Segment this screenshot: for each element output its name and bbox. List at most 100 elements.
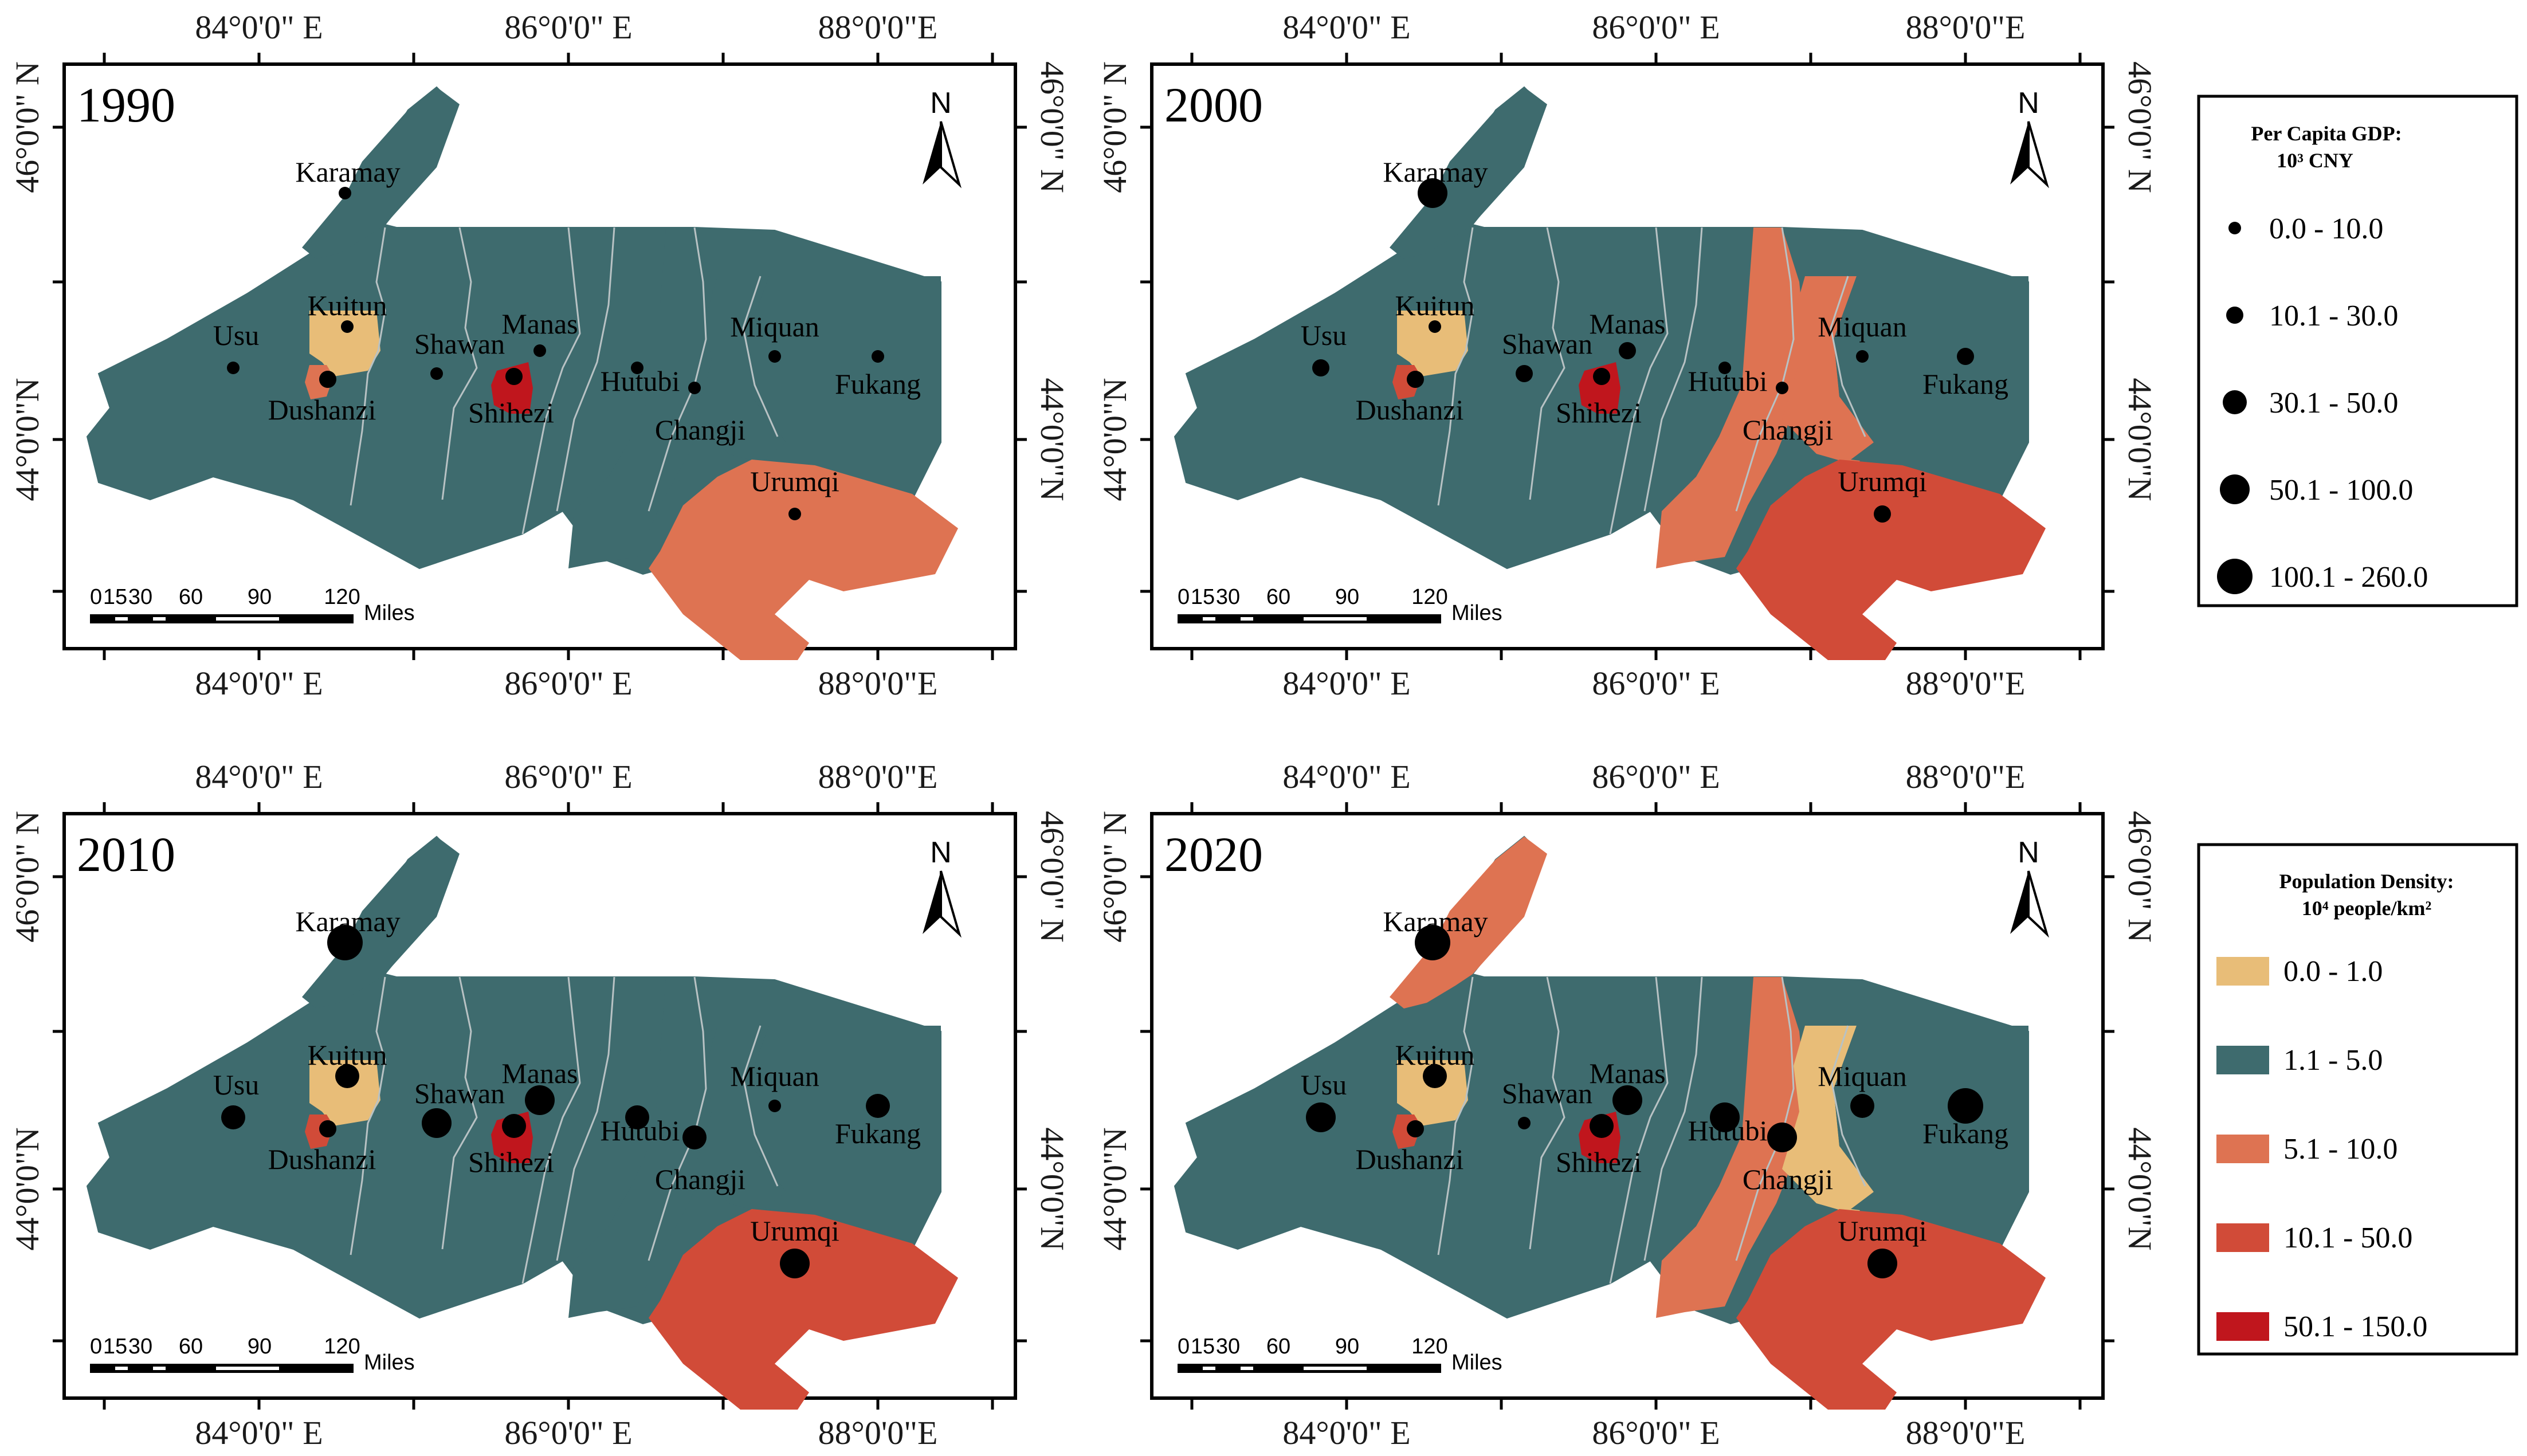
city-kuitun-marker <box>341 320 354 333</box>
county-boundary <box>1437 227 1474 506</box>
lon-label-top: 84°0'0" E <box>1282 758 1410 795</box>
county-boundary <box>521 227 581 535</box>
legend-pop-label: 50.1 - 150.0 <box>2283 1310 2427 1343</box>
city-urumqi-label: Urumqi <box>750 1215 839 1247</box>
city-manas-marker <box>1619 342 1636 359</box>
north-label: N <box>930 87 952 120</box>
legend-gdp-symbol <box>2220 474 2250 504</box>
city-miquan-marker <box>1856 350 1869 363</box>
legend-gdp-title: Per Capita GDP: <box>2251 122 2402 145</box>
city-hutubi-marker <box>625 1105 649 1129</box>
city-manas-label: Manas <box>1589 1057 1665 1089</box>
region-miquan <box>1782 276 1874 465</box>
city-dushanzi-marker <box>319 371 336 388</box>
lon-label-top: 84°0'0" E <box>195 9 323 46</box>
lon-label-bottom: 86°0'0" E <box>504 665 632 702</box>
north-arrow-right <box>2027 121 2049 189</box>
city-shihezi-label: Shihezi <box>1556 397 1642 429</box>
lat-label-right: 44°0'0"N <box>1034 1127 1071 1250</box>
region-karamay <box>1390 837 1547 1008</box>
lon-label-top: 86°0'0" E <box>1592 758 1720 795</box>
city-shawan-label: Shawan <box>1502 1077 1592 1109</box>
scale-tick: 0 <box>1178 1335 1190 1359</box>
city-dushanzi-label: Dushanzi <box>1356 394 1464 426</box>
graticule: 84°0'0" E 84°0'0" E 86°0'0" E 86°0'0" E 88°0… <box>1096 9 2159 702</box>
legend-pop-swatch <box>2216 1135 2269 1163</box>
scale-bar-segment <box>115 1367 128 1370</box>
map-regions <box>86 835 958 1410</box>
region-miquan <box>1782 1026 1874 1215</box>
city-kuitun-marker <box>1423 1064 1447 1088</box>
region-changji_strip <box>1656 227 1805 568</box>
city-shawan-marker <box>430 367 443 380</box>
city-manas-marker <box>525 1085 555 1115</box>
region-urumqi <box>1736 1209 2046 1410</box>
scale-tick: 0 <box>90 585 102 609</box>
lat-label-left: 46°0'0" N <box>9 811 46 943</box>
scale-bar-segment <box>1203 617 1215 621</box>
county-boundary <box>1609 227 1669 535</box>
city-dushanzi-label: Dushanzi <box>268 394 376 426</box>
city-shawan-label: Shawan <box>1502 328 1592 360</box>
north-arrow-left <box>2010 121 2028 185</box>
lat-label-left: 46°0'0" N <box>1096 811 1133 943</box>
lon-label-bottom: 88°0'0"E <box>818 665 938 702</box>
county-boundary <box>556 976 615 1261</box>
lon-label-top: 88°0'0"E <box>1906 9 2026 46</box>
city-fukang-marker <box>872 350 884 363</box>
city-kuitun-label: Kuitun <box>1395 289 1475 321</box>
lat-label-right: 46°0'0" N <box>2121 811 2159 943</box>
legend-pop-label: 1.1 - 5.0 <box>2283 1044 2383 1077</box>
legend-pop-label: 10.1 - 50.0 <box>2283 1222 2412 1254</box>
city-karamay-marker <box>339 187 351 199</box>
city-kuitun-label: Kuitun <box>1395 1039 1475 1071</box>
city-usu-marker <box>227 362 240 374</box>
city-miquan-label: Miquan <box>730 311 819 343</box>
scale-tick: 60 <box>179 585 203 609</box>
city-miquan-marker <box>1850 1094 1874 1118</box>
city-changji-marker <box>688 382 701 394</box>
lon-label-bottom: 88°0'0"E <box>1906 665 2026 702</box>
city-changji-marker <box>1776 382 1788 394</box>
city-miquan-label: Miquan <box>1818 1060 1907 1092</box>
region-miquan <box>694 276 786 465</box>
county-boundary <box>648 976 707 1261</box>
region-kuitun <box>1397 1060 1468 1126</box>
lat-label-right: 44°0'0"N <box>2121 378 2159 501</box>
city-shawan-marker <box>1516 365 1533 382</box>
county-boundary <box>1830 276 1866 437</box>
city-changji-label: Changji <box>1743 1163 1833 1195</box>
city-urumqi-marker <box>788 508 801 520</box>
city-manas-label: Manas <box>501 1057 578 1089</box>
scale-bar-segment <box>153 617 166 621</box>
north-arrow-right <box>2027 870 2049 938</box>
county-boundary <box>521 976 581 1284</box>
city-urumqi-label: Urumqi <box>1838 465 1927 497</box>
scale-bar-segment <box>1304 617 1367 621</box>
city-miquan-marker <box>768 350 781 363</box>
city-changji-label: Changji <box>655 414 745 446</box>
county-boundary <box>1437 976 1474 1255</box>
city-fukang-marker <box>1948 1088 1983 1124</box>
county-boundary <box>742 276 779 437</box>
city-usu-marker <box>1306 1102 1336 1132</box>
legend-gdp-label: 0.0 - 10.0 <box>2269 213 2383 245</box>
lon-label-bottom: 84°0'0" E <box>195 1414 323 1451</box>
city-urumqi-marker <box>1867 1249 1897 1278</box>
scale-unit: Miles <box>1451 1351 1502 1375</box>
scale-bar-segment <box>216 1367 279 1370</box>
city-dushanzi-marker <box>1407 371 1424 388</box>
scale-unit: Miles <box>364 1351 415 1375</box>
region-kuitun <box>309 1060 380 1126</box>
city-dushanzi-marker <box>319 1120 336 1137</box>
north-label: N <box>2018 836 2039 869</box>
